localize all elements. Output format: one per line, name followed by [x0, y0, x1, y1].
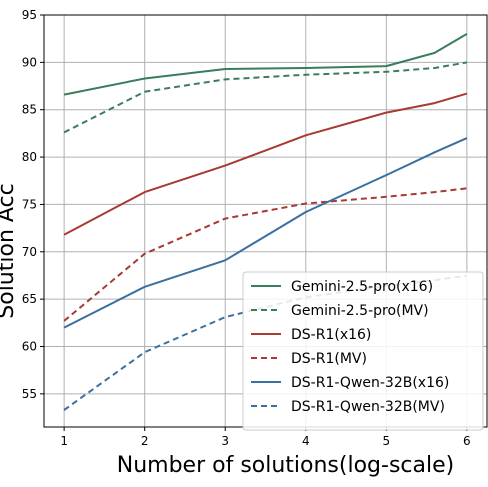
- x-tick-label: 4: [302, 434, 310, 448]
- axis-ticks: 1 2 3 4 5 6 55 60 65 70 75 80 85 90 95: [22, 8, 471, 448]
- legend-box: [242, 271, 484, 431]
- series-line: [63, 33, 468, 96]
- series-line: [63, 137, 468, 329]
- y-axis-title: Solution Acc: [0, 183, 19, 318]
- legend-label: Gemini-2.5-pro(x16): [291, 279, 433, 295]
- legend-label: Gemini-2.5-pro(MV): [291, 303, 429, 319]
- y-tick-label: 55: [22, 387, 37, 401]
- y-tick-label: 80: [22, 150, 37, 164]
- y-tick-label: 65: [22, 292, 37, 306]
- y-tick-label: 85: [22, 103, 37, 117]
- series-line: [63, 187, 468, 322]
- y-tick-label: 90: [22, 55, 37, 69]
- legend-label: DS-R1-Qwen-32B(x16): [291, 375, 449, 391]
- legend: Gemini-2.5-pro(x16) Gemini-2.5-pro(MV) DS-…: [242, 271, 484, 431]
- x-tick-label: 6: [463, 434, 471, 448]
- series-line: [63, 92, 468, 236]
- legend-label: DS-R1(MV): [291, 351, 367, 367]
- y-tick-label: 70: [22, 245, 37, 259]
- legend-label: DS-R1(x16): [291, 327, 371, 343]
- series-line: [63, 61, 468, 134]
- x-tick-label: 2: [141, 434, 149, 448]
- y-tick-label: 60: [22, 339, 37, 353]
- x-tick-label: 3: [221, 434, 229, 448]
- x-tick-label: 1: [60, 434, 68, 448]
- y-tick-label: 75: [22, 197, 37, 211]
- x-tick-label: 5: [382, 434, 390, 448]
- x-axis-title: Number of solutions(log-scale): [117, 453, 454, 478]
- grid: [44, 14, 487, 427]
- y-tick-label: 95: [22, 8, 37, 22]
- legend-label: DS-R1-Qwen-32B(MV): [291, 399, 445, 415]
